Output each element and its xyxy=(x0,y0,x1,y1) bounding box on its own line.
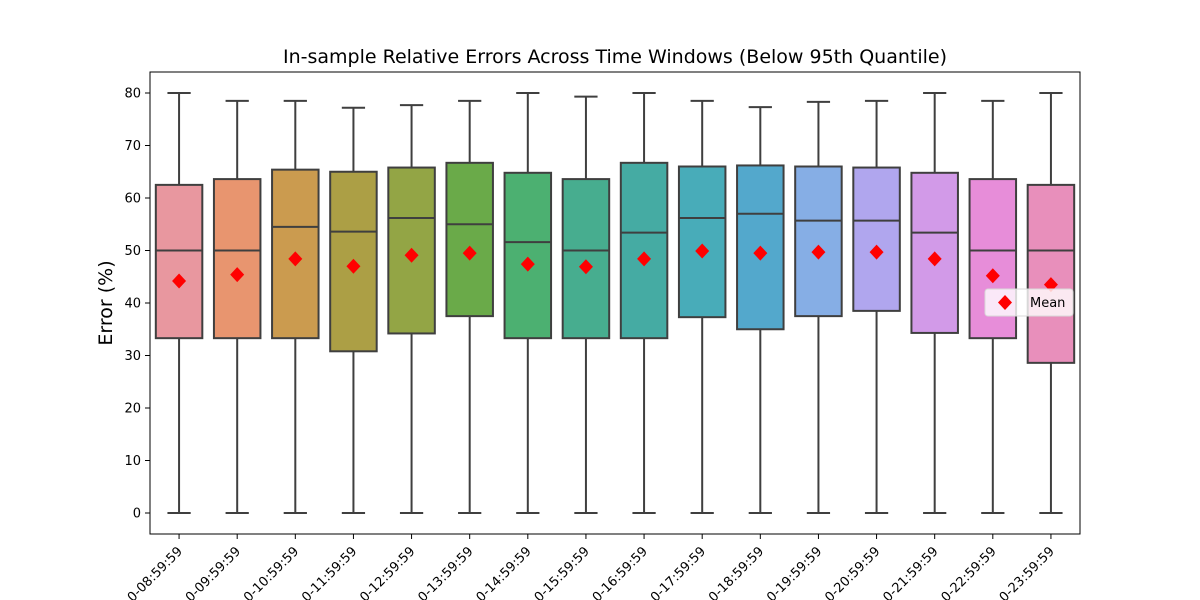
x-tick-label: 0-08:59:59 xyxy=(125,544,186,600)
mean-marker xyxy=(927,251,942,267)
x-tick-label: 0-14:59:59 xyxy=(474,544,535,600)
mean-marker xyxy=(695,243,710,259)
y-tick-label: 0 xyxy=(133,507,141,522)
x-tick-label: 0-09:59:59 xyxy=(183,544,244,600)
iqr-box xyxy=(1026,183,1076,364)
iqr-box xyxy=(677,165,727,319)
box-group xyxy=(154,92,204,514)
plot-frame xyxy=(149,71,1081,535)
mean-marker xyxy=(578,259,593,275)
mean-marker xyxy=(811,244,826,260)
mean-marker xyxy=(346,258,361,274)
box-group xyxy=(677,99,727,514)
iqr-box xyxy=(503,171,553,340)
x-tick-label: 0-17:59:59 xyxy=(648,544,709,600)
y-axis: 0 10 20 30 40 50 60 70 80 xyxy=(124,87,150,522)
boxes xyxy=(154,92,1076,514)
x-tick-label: 0-21:59:59 xyxy=(880,544,941,600)
mean-marker xyxy=(172,273,187,289)
x-tick-label: 0-12:59:59 xyxy=(357,544,418,600)
mean-marker xyxy=(404,247,419,263)
mean-marker xyxy=(520,256,535,272)
y-tick-label: 40 xyxy=(124,297,141,312)
y-tick-label: 20 xyxy=(124,402,141,417)
mean-marker xyxy=(637,251,652,267)
y-tick-label: 50 xyxy=(124,244,141,259)
mean-marker xyxy=(288,251,303,267)
x-tick-label: 0-22:59:59 xyxy=(939,544,1000,600)
y-tick-label: 70 xyxy=(124,139,141,154)
box-group xyxy=(503,92,553,514)
box-group xyxy=(212,99,262,514)
legend-mean-marker xyxy=(998,295,1012,310)
x-tick-label: 0-15:59:59 xyxy=(532,544,593,600)
legend: Mean xyxy=(984,288,1074,317)
x-tick-label: 0-23:59:59 xyxy=(997,544,1058,600)
mean-marker xyxy=(985,268,1000,284)
mean-marker xyxy=(753,245,768,261)
box-group xyxy=(561,95,611,514)
iqr-box xyxy=(852,166,901,312)
chart-title: In-sample Relative Errors Across Time Wi… xyxy=(283,46,947,68)
box-group xyxy=(271,99,320,514)
mean-marker xyxy=(869,244,884,260)
x-tick-label: 0-10:59:59 xyxy=(241,544,302,600)
y-axis-label: Error (%) xyxy=(95,260,117,345)
iqr-box xyxy=(212,178,262,340)
y-tick-label: 30 xyxy=(124,349,141,364)
y-tick-label: 60 xyxy=(124,192,141,207)
x-tick-label: 0-13:59:59 xyxy=(415,544,476,600)
y-tick-label: 80 xyxy=(124,87,141,102)
legend-label: Mean xyxy=(1030,296,1065,311)
iqr-box xyxy=(154,183,204,340)
box-group xyxy=(1026,92,1076,514)
x-tick-label: 0-16:59:59 xyxy=(590,544,651,600)
mean-marker xyxy=(462,245,477,261)
iqr-box xyxy=(271,168,320,340)
y-tick-label: 10 xyxy=(124,454,141,469)
x-tick-label: 0-18:59:59 xyxy=(706,544,767,600)
iqr-box xyxy=(561,178,611,340)
mean-marker xyxy=(230,267,245,283)
iqr-box xyxy=(619,161,669,340)
x-axis: 0-08:59:590-09:59:590-10:59:590-11:59:59… xyxy=(125,534,1058,600)
box-group xyxy=(329,106,378,514)
box-group xyxy=(619,92,669,514)
box-group xyxy=(794,100,843,514)
box-group xyxy=(736,106,785,514)
mean-marker xyxy=(1043,277,1058,293)
box-group xyxy=(852,99,901,514)
legend-box xyxy=(984,288,1074,317)
x-tick-label: 0-11:59:59 xyxy=(299,544,360,600)
box-group xyxy=(445,99,494,514)
x-tick-label: 0-19:59:59 xyxy=(764,544,825,600)
iqr-box xyxy=(794,165,843,318)
iqr-box xyxy=(445,161,494,318)
box-group xyxy=(910,92,959,514)
box-group xyxy=(387,104,436,514)
x-tick-label: 0-20:59:59 xyxy=(822,544,883,600)
